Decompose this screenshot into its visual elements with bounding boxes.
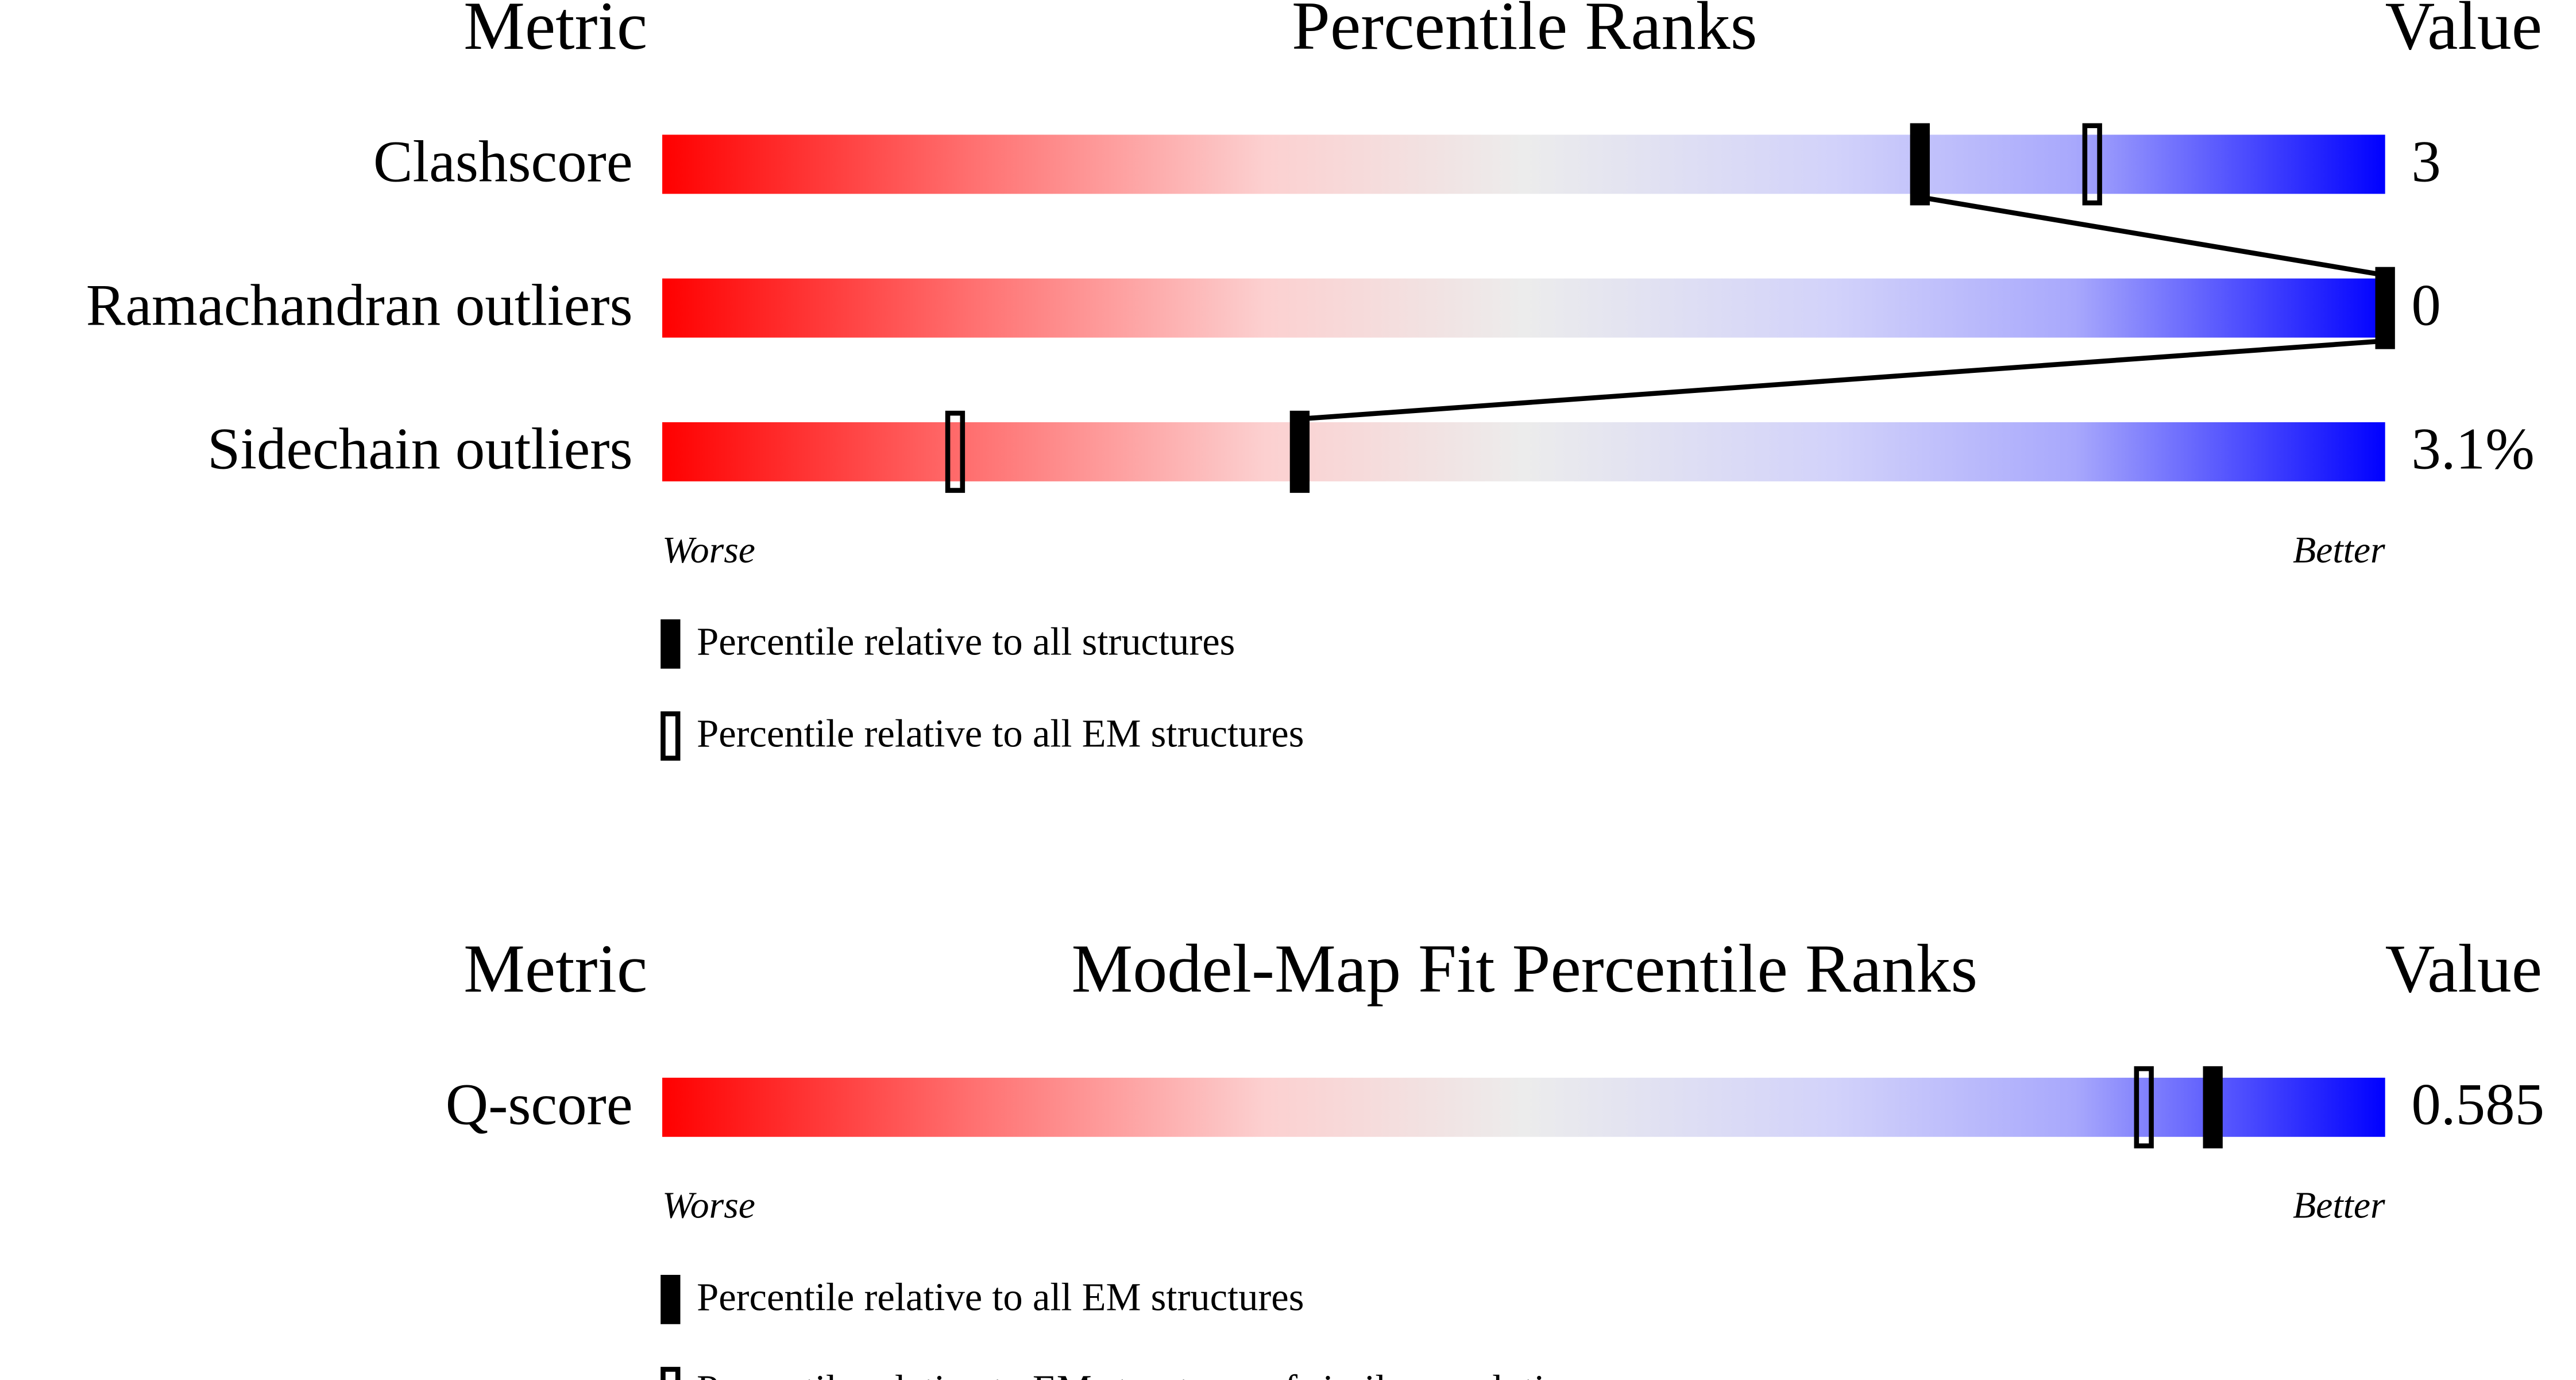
- metric-label: Sidechain outliers: [207, 417, 632, 482]
- hollow-marker: [2134, 1066, 2154, 1148]
- worse-label: Worse: [662, 1185, 755, 1227]
- filled-marker: [1910, 123, 1930, 206]
- connector: [1299, 338, 2385, 422]
- header-metric: Metric: [464, 930, 647, 1007]
- header-title: Model-Map Fit Percentile Ranks: [1071, 930, 1978, 1007]
- legend-label: Percentile relative to all EM structures: [697, 712, 1304, 755]
- legend-icon-hollow: [661, 711, 681, 761]
- legend-label: Percentile relative to all structures: [697, 620, 1235, 664]
- header-metric: Metric: [464, 0, 647, 64]
- filled-marker: [2375, 267, 2395, 349]
- metric-label: Q-score: [446, 1072, 633, 1138]
- metric-label: Clashscore: [373, 129, 633, 194]
- header-value: Value: [2385, 930, 2542, 1007]
- header-title: Percentile Ranks: [1292, 0, 1757, 64]
- percentile-bar: [662, 422, 2385, 481]
- metric-value: 0.585: [2411, 1072, 2544, 1138]
- percentile-bar: [662, 134, 2385, 194]
- metric-value: 3.1%: [2411, 417, 2534, 482]
- legend-icon-filled: [661, 1274, 681, 1324]
- hollow-marker: [2082, 123, 2102, 206]
- legend-icon-filled: [661, 619, 681, 669]
- percentile-bar: [662, 278, 2385, 338]
- legend-label: Percentile relative to all EM structures: [697, 1275, 1304, 1319]
- legend-label: Percentile relative to EM structures of …: [697, 1367, 1584, 1380]
- metric-label: Ramachandran outliers: [86, 273, 633, 338]
- legend-icon-hollow: [661, 1367, 681, 1380]
- hollow-marker: [945, 410, 965, 493]
- connector: [1920, 194, 2386, 278]
- worse-label: Worse: [662, 529, 755, 571]
- filled-marker: [2203, 1066, 2223, 1148]
- header-value: Value: [2385, 0, 2542, 64]
- percentile-bar: [662, 1077, 2385, 1137]
- filled-marker: [1289, 410, 1310, 493]
- metric-value: 3: [2411, 129, 2440, 194]
- better-label: Better: [2293, 529, 2385, 571]
- metric-value: 0: [2411, 273, 2440, 338]
- better-label: Better: [2293, 1185, 2385, 1227]
